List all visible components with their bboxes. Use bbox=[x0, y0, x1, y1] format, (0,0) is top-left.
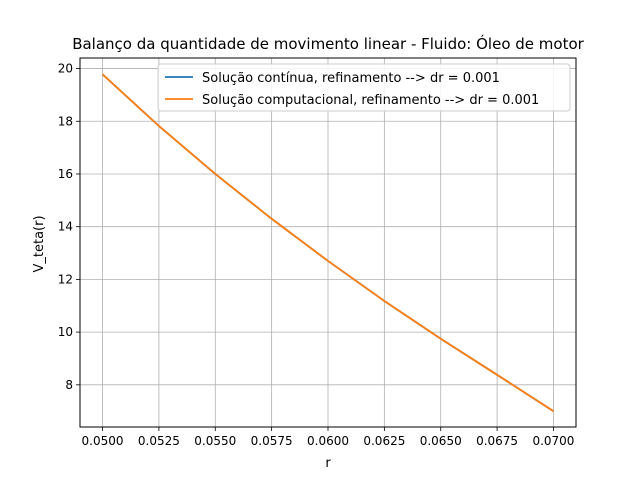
x-tick-label: 0.0550 bbox=[194, 434, 236, 448]
x-tick-label: 0.0675 bbox=[476, 434, 518, 448]
legend-label: Solução computacional, refinamento --> d… bbox=[202, 93, 539, 108]
x-axis-ticks: 0.0500 0.0525 0.0550 0.0575 0.0600 0.0625 0.06… bbox=[82, 427, 574, 448]
y-tick-label: 16 bbox=[58, 167, 73, 181]
y-tick-label: 18 bbox=[58, 114, 73, 128]
y-axis-ticks: 8 10 12 14 16 18 20 bbox=[58, 62, 80, 392]
y-tick-label: 14 bbox=[58, 220, 73, 234]
x-tick-label: 0.0625 bbox=[363, 434, 405, 448]
legend: Solução contínua, refinamento --> dr = 0… bbox=[157, 63, 571, 112]
y-tick-label: 8 bbox=[65, 378, 73, 392]
x-tick-label: 0.0500 bbox=[82, 434, 124, 448]
y-tick-label: 20 bbox=[58, 62, 73, 76]
legend-box bbox=[157, 63, 571, 112]
series-line-2 bbox=[101, 73, 554, 412]
plot-lines bbox=[101, 73, 554, 412]
legend-label: Solução contínua, refinamento --> dr = 0… bbox=[202, 71, 500, 86]
x-tick-label: 0.0700 bbox=[532, 434, 574, 448]
y-tick-label: 12 bbox=[58, 272, 73, 286]
grid bbox=[80, 58, 576, 427]
x-tick-label: 0.0650 bbox=[420, 434, 462, 448]
y-axis-label: V_teta(r) bbox=[32, 215, 47, 272]
x-tick-label: 0.0600 bbox=[307, 434, 349, 448]
x-tick-label: 0.0575 bbox=[251, 434, 293, 448]
x-tick-label: 0.0525 bbox=[138, 434, 180, 448]
y-tick-label: 10 bbox=[58, 325, 73, 339]
x-axis-label: r bbox=[325, 456, 331, 471]
chart-title: Balanço da quantidade de movimento linea… bbox=[72, 34, 584, 53]
